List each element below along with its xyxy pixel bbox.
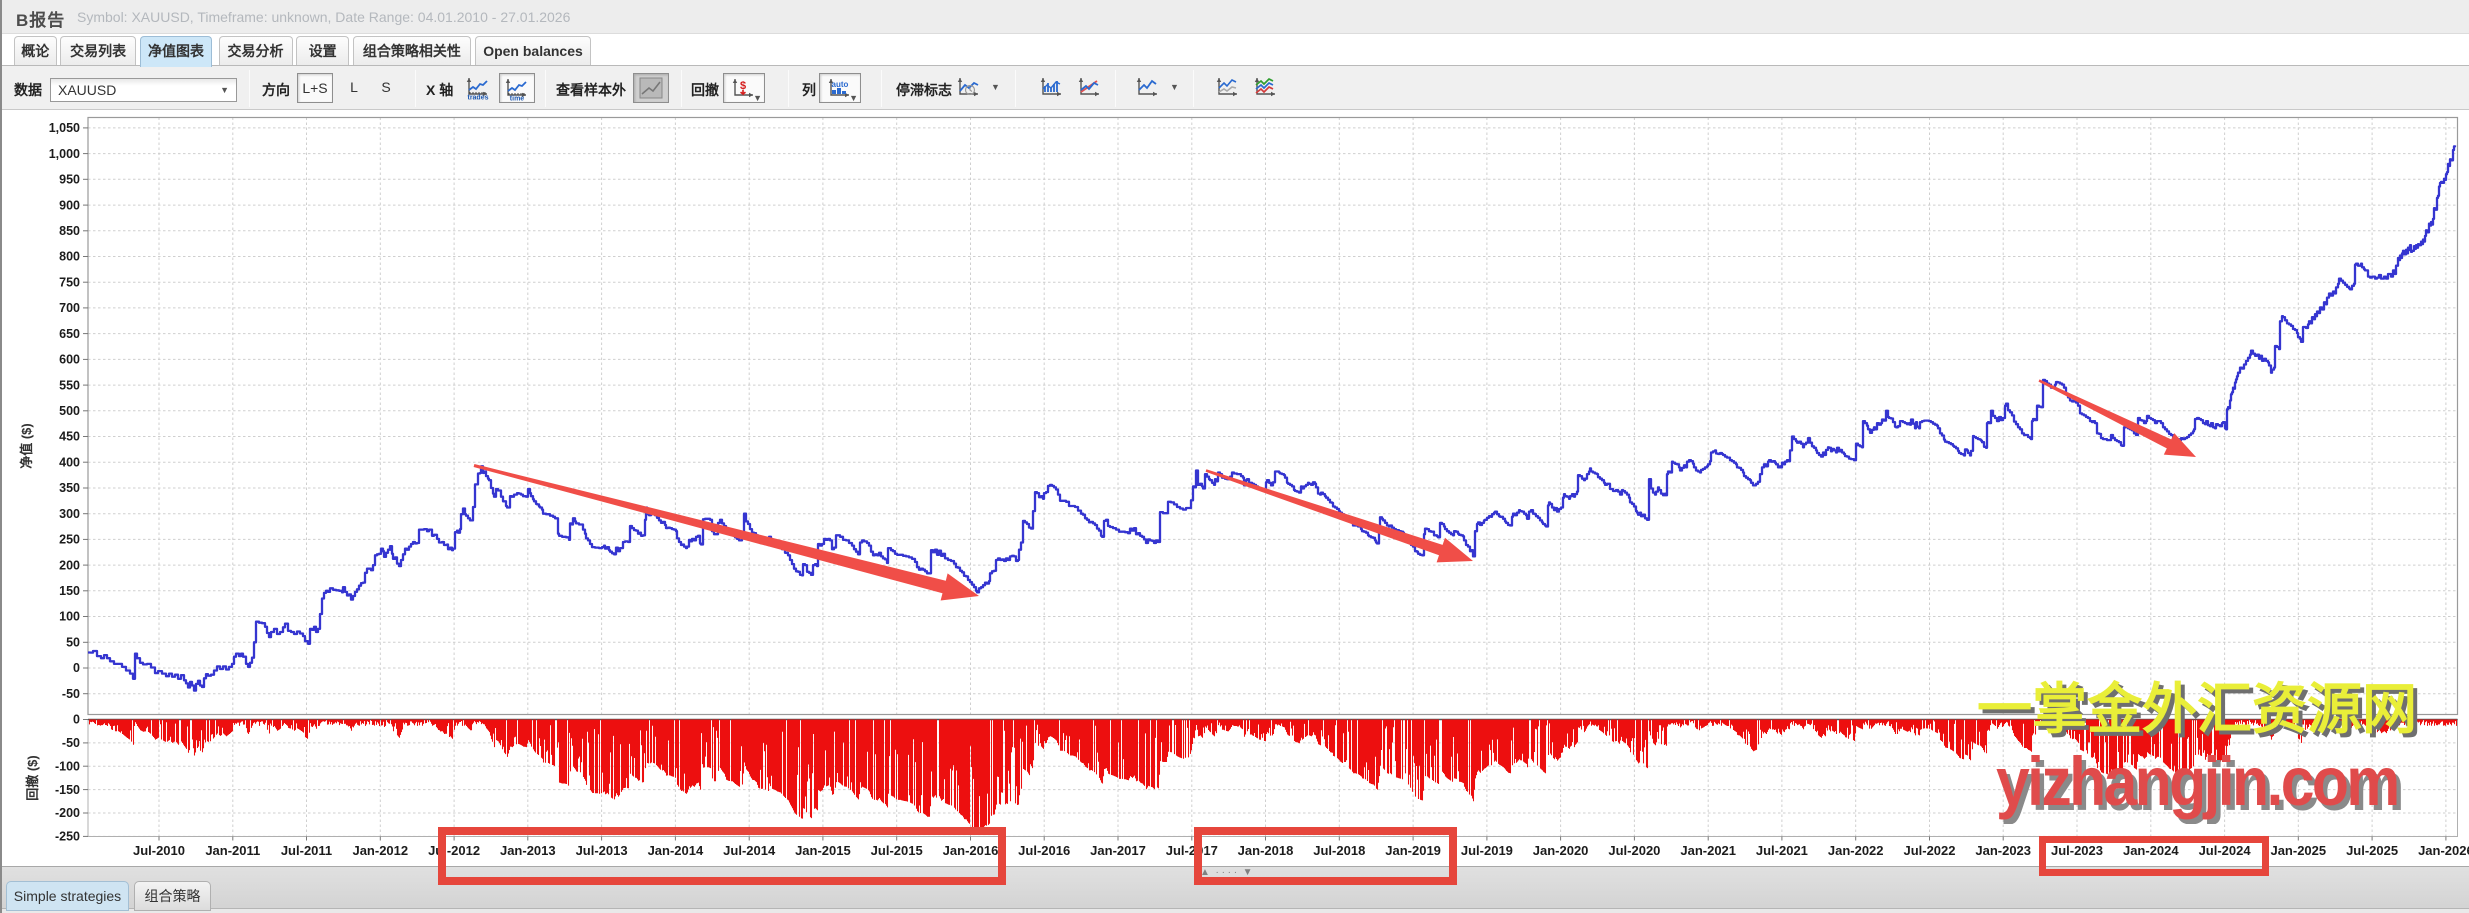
svg-text:Jan-2025: Jan-2025 xyxy=(2270,843,2326,858)
svg-text:-250: -250 xyxy=(55,830,80,844)
svg-text:-150: -150 xyxy=(55,783,80,797)
svg-text:50: 50 xyxy=(66,636,80,650)
svg-text:250: 250 xyxy=(59,533,80,547)
svg-text:650: 650 xyxy=(59,327,80,341)
svg-text:Jan-2015: Jan-2015 xyxy=(795,843,851,858)
svg-text:Jan-2021: Jan-2021 xyxy=(1680,843,1736,858)
svg-text:700: 700 xyxy=(59,301,80,315)
svg-text:Jan-2024: Jan-2024 xyxy=(2123,843,2179,858)
svg-text:Jul-2025: Jul-2025 xyxy=(2346,843,2398,858)
svg-text:Jan-2026: Jan-2026 xyxy=(2418,843,2469,858)
svg-text:850: 850 xyxy=(59,224,80,238)
svg-text:Jan-2022: Jan-2022 xyxy=(1828,843,1884,858)
svg-text:Jan-2017: Jan-2017 xyxy=(1090,843,1146,858)
svg-text:Jul-2015: Jul-2015 xyxy=(871,843,923,858)
svg-text:Jul-2019: Jul-2019 xyxy=(1461,843,1513,858)
svg-text:Jul-2021: Jul-2021 xyxy=(1756,843,1808,858)
svg-text:500: 500 xyxy=(59,404,80,418)
svg-text:Jul-2011: Jul-2011 xyxy=(281,843,332,858)
svg-text:trades: trades xyxy=(467,95,488,101)
svg-text:1,050: 1,050 xyxy=(49,121,80,135)
svg-text:auto: auto xyxy=(832,80,849,89)
svg-text:Jul-2022: Jul-2022 xyxy=(1903,843,1955,858)
svg-text:0: 0 xyxy=(73,661,80,675)
svg-text:Jul-2018: Jul-2018 xyxy=(1313,843,1365,858)
svg-text:Jul-2020: Jul-2020 xyxy=(1608,843,1660,858)
svg-text:1,000: 1,000 xyxy=(49,147,80,161)
svg-text:-200: -200 xyxy=(55,806,80,820)
svg-text:200: 200 xyxy=(59,558,80,572)
svg-text:550: 550 xyxy=(59,378,80,392)
svg-text:-50: -50 xyxy=(62,687,80,701)
svg-text:Jul-2014: Jul-2014 xyxy=(723,843,776,858)
svg-text:600: 600 xyxy=(59,353,80,367)
svg-text:Jan-2019: Jan-2019 xyxy=(1385,843,1441,858)
svg-text:0: 0 xyxy=(73,713,80,727)
svg-text:time: time xyxy=(510,96,525,102)
svg-text:300: 300 xyxy=(59,507,80,521)
svg-text:150: 150 xyxy=(59,584,80,598)
svg-text:Jan-2012: Jan-2012 xyxy=(352,843,408,858)
svg-text:Jul-2010: Jul-2010 xyxy=(133,843,185,858)
svg-text:900: 900 xyxy=(59,198,80,212)
svg-text:400: 400 xyxy=(59,455,80,469)
svg-text:Jan-2011: Jan-2011 xyxy=(205,843,260,858)
svg-text:Jul-2023: Jul-2023 xyxy=(2051,843,2103,858)
svg-text:Jan-2020: Jan-2020 xyxy=(1533,843,1589,858)
svg-text:450: 450 xyxy=(59,430,80,444)
svg-text:Jul-2024: Jul-2024 xyxy=(2199,843,2252,858)
svg-text:100: 100 xyxy=(59,610,80,624)
svg-text:Jan-2013: Jan-2013 xyxy=(500,843,556,858)
svg-text:净值 ($): 净值 ($) xyxy=(19,423,34,469)
svg-text:750: 750 xyxy=(59,275,80,289)
svg-text:Jul-2017: Jul-2017 xyxy=(1166,843,1218,858)
svg-text:800: 800 xyxy=(59,250,80,264)
svg-text:回撤 ($): 回撤 ($) xyxy=(25,755,40,801)
svg-text:350: 350 xyxy=(59,481,80,495)
svg-text:$: $ xyxy=(740,80,746,92)
svg-text:-50: -50 xyxy=(62,736,80,750)
svg-text:Jul-2016: Jul-2016 xyxy=(1018,843,1070,858)
svg-text:-100: -100 xyxy=(55,759,80,773)
svg-text:Jan-2018: Jan-2018 xyxy=(1238,843,1294,858)
svg-text:Jan-2023: Jan-2023 xyxy=(1975,843,2031,858)
svg-text:Jan-2014: Jan-2014 xyxy=(648,843,704,858)
svg-text:Jul-2013: Jul-2013 xyxy=(576,843,628,858)
svg-text:950: 950 xyxy=(59,173,80,187)
svg-text:Jan-2016: Jan-2016 xyxy=(943,843,999,858)
